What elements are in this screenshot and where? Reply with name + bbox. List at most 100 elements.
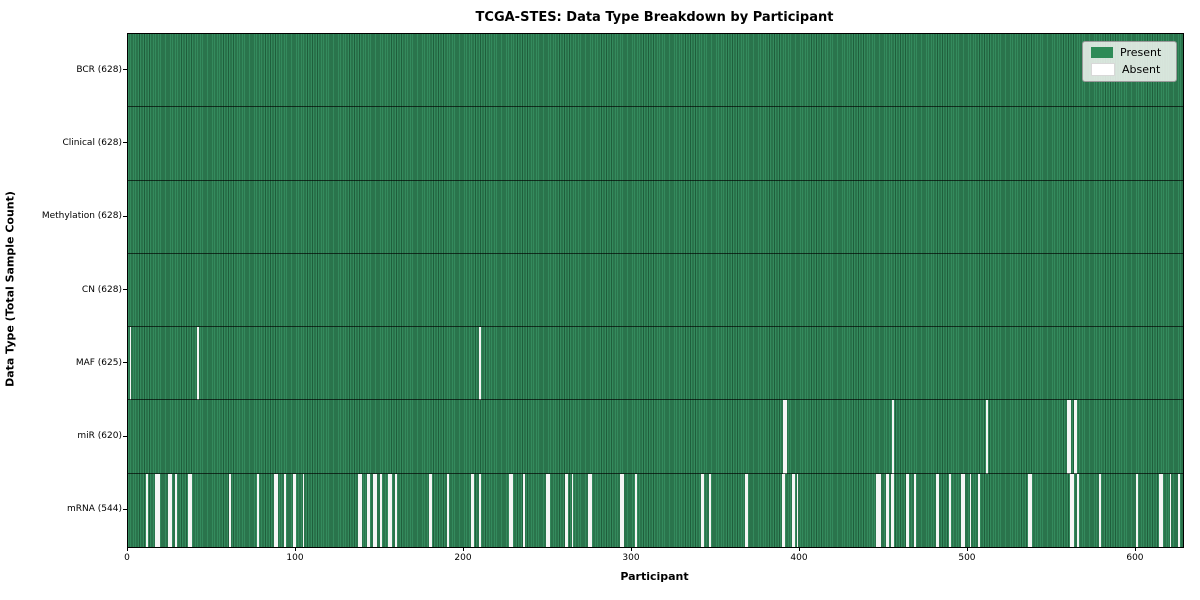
y-tick-mark [123, 508, 127, 510]
absent-mark [914, 473, 916, 547]
y-tick-mark [123, 362, 127, 364]
absent-mark [479, 327, 481, 401]
x-tick-mark [294, 547, 296, 551]
data-row-methylation [128, 180, 1183, 254]
row-separator [128, 399, 1183, 401]
absent-swatch-icon [1091, 63, 1115, 76]
absent-mark [368, 473, 370, 547]
y-tick-label: miR (620) [77, 431, 122, 442]
absent-mark [302, 473, 305, 547]
x-tick-label: 400 [790, 553, 808, 563]
absent-mark [275, 473, 278, 547]
absent-mark [170, 473, 172, 547]
row-separator [128, 472, 1183, 474]
absent-mark [479, 473, 481, 547]
x-tick-mark [1134, 547, 1136, 551]
y-axis-label: Data Type (Total Sample Count) [3, 191, 17, 387]
absent-mark [702, 473, 705, 547]
absent-mark [949, 473, 952, 547]
absent-mark [962, 473, 965, 547]
absent-mark [358, 473, 360, 547]
absent-mark [784, 400, 787, 474]
absent-mark [564, 473, 567, 547]
absent-mark [1075, 400, 1078, 474]
absent-mark [509, 473, 512, 547]
absent-mark [1177, 473, 1180, 547]
x-tick-label: 600 [1126, 553, 1144, 563]
y-tick-mark [123, 435, 127, 437]
absent-mark [388, 473, 391, 547]
x-tick-mark [966, 547, 968, 551]
row-separator [128, 252, 1183, 254]
y-tick-label: Methylation (628) [41, 211, 122, 222]
data-row-clinical [128, 107, 1183, 181]
absent-mark [588, 473, 591, 547]
absent-mark [359, 473, 362, 547]
absent-mark [511, 473, 513, 547]
row-separator [128, 179, 1183, 181]
x-tick-mark [630, 547, 632, 551]
data-row-maf [128, 327, 1183, 401]
absent-mark [228, 473, 231, 547]
absent-mark [589, 473, 592, 547]
absent-mark [366, 473, 369, 547]
x-tick-label: 500 [958, 553, 976, 563]
absent-mark [158, 473, 160, 547]
absent-mark [430, 473, 433, 547]
data-row-mrna [128, 473, 1183, 547]
absent-mark [986, 400, 989, 474]
absent-mark [373, 473, 376, 547]
y-tick-mark [123, 215, 127, 217]
absent-mark [156, 473, 159, 547]
absent-mark [969, 473, 972, 547]
absent-mark [1068, 400, 1071, 474]
absent-mark [390, 473, 392, 547]
absent-mark [284, 473, 286, 547]
absent-mark [892, 400, 895, 474]
absent-mark [1161, 473, 1163, 547]
absent-mark [292, 473, 295, 547]
absent-mark [781, 473, 784, 547]
absent-mark [1030, 473, 1032, 547]
legend-label-present: Present [1120, 46, 1162, 59]
legend-item-present: Present [1091, 47, 1168, 58]
absent-mark [546, 473, 549, 547]
absent-mark [1028, 473, 1031, 547]
legend-label-absent: Absent [1122, 63, 1161, 76]
absent-mark [793, 473, 795, 547]
absent-mark [746, 473, 748, 547]
absent-mark [877, 473, 879, 547]
absent-mark [129, 327, 132, 401]
absent-mark [961, 473, 963, 547]
y-tick-label: BCR (628) [76, 64, 122, 75]
absent-mark [937, 473, 940, 547]
absent-mark [274, 473, 276, 547]
absent-mark [1135, 473, 1138, 547]
y-tick-mark [123, 289, 127, 290]
absent-mark [1073, 400, 1076, 474]
chart-title: TCGA-STES: Data Type Breakdown by Partic… [475, 10, 834, 25]
absent-mark [620, 473, 622, 547]
absent-mark [379, 473, 382, 547]
absent-mark [257, 473, 260, 547]
absent-mark [1099, 473, 1101, 547]
absent-mark [1159, 473, 1162, 547]
absent-mark [447, 473, 449, 547]
absent-mark [796, 473, 799, 547]
data-row-cn [128, 253, 1183, 328]
x-tick-mark [798, 547, 800, 551]
absent-mark [875, 473, 878, 547]
row-separator [128, 106, 1183, 108]
x-tick-mark [462, 547, 464, 551]
absent-mark [395, 473, 397, 547]
absent-mark [978, 473, 980, 547]
absent-mark [1070, 473, 1073, 547]
absent-mark [571, 473, 574, 547]
absent-mark [470, 473, 473, 547]
absent-mark [744, 473, 747, 547]
y-tick-label: MAF (625) [75, 357, 122, 368]
y-tick-mark [123, 142, 127, 144]
absent-mark [700, 473, 703, 547]
absent-mark [168, 473, 171, 547]
absent-mark [428, 473, 431, 547]
